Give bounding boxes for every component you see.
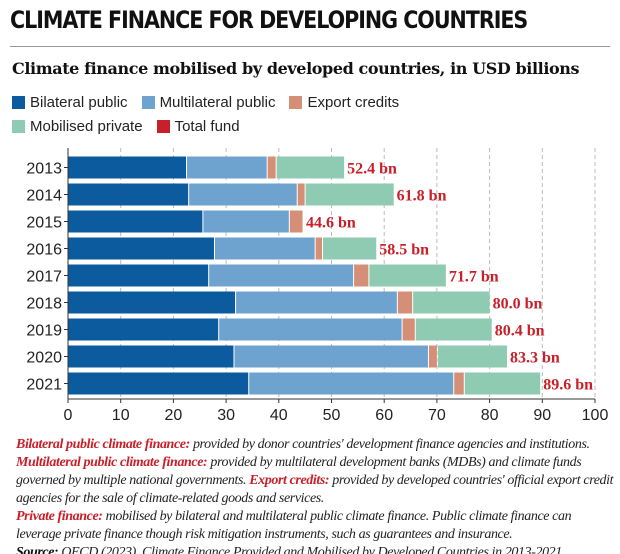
legend-swatch [12, 120, 25, 133]
bar-export-credits [267, 156, 276, 179]
legend-label: Bilateral public [30, 94, 128, 111]
bar-bilateral-public [68, 183, 189, 206]
total-label: 89.6 bn [543, 377, 593, 394]
legend-bilateral: Bilateral public [12, 94, 128, 111]
footnotes: Bilateral public climate finance: provid… [16, 436, 616, 554]
note-text-bilateral: provided by donor countries' development… [189, 437, 590, 452]
bar-bilateral-public [68, 156, 187, 179]
legend-label: Multilateral public [159, 94, 276, 111]
y-tick-label: 2021 [26, 377, 62, 394]
bar-mobilised-private [305, 183, 394, 206]
x-tick-label: 100 [582, 407, 609, 424]
stacked-bar-chart: 0 10 20 30 40 50 60 70 80 90 100 2013 52.4 bn 2014 61.… [26, 148, 609, 424]
x-tick-label: 50 [323, 407, 341, 424]
bar-bilateral-public [68, 237, 214, 260]
y-tick-label: 2015 [26, 215, 62, 232]
source-text: OECD (2023), Climate Finance Provided an… [58, 545, 565, 554]
title-divider [10, 46, 610, 47]
legend-label: Total fund [174, 118, 240, 135]
bar-multilateral-public [203, 210, 289, 233]
bar-export-credits [315, 237, 323, 260]
bar-mobilised-private [415, 318, 492, 341]
x-tick-label: 70 [428, 407, 446, 424]
legend-swatch [289, 96, 303, 109]
bar-mobilised-private [413, 291, 490, 314]
bar-mobilised-private [464, 372, 541, 395]
legend-multilateral: Multilateral public [141, 94, 276, 111]
legend-swatch [156, 120, 170, 133]
x-tick-label: 20 [165, 407, 183, 424]
bar-export-credits [402, 318, 415, 341]
x-tick-label: 10 [112, 407, 130, 424]
total-label: 80.4 bn [495, 323, 545, 340]
bar-mobilised-private [276, 156, 345, 179]
bar-export-credits [289, 210, 303, 233]
bar-multilateral-public [214, 237, 315, 260]
legend-total: Total fund [156, 118, 240, 135]
total-label: 44.6 bn [306, 215, 356, 232]
legend-label: Mobilised private [30, 118, 143, 135]
legend-swatch [12, 96, 25, 109]
total-label: 83.3 bn [510, 350, 560, 367]
bar-export-credits [354, 264, 369, 287]
total-label: 52.4 bn [347, 161, 397, 178]
bar-bilateral-public [68, 372, 249, 395]
bar-multilateral-public [234, 345, 428, 368]
y-tick-label: 2019 [26, 323, 62, 340]
bar-multilateral-public [189, 183, 297, 206]
bar-export-credits [297, 183, 305, 206]
legend-row-1: Bilateral public Multilateral public Exp… [12, 94, 399, 111]
bar-multilateral-public [236, 291, 397, 314]
y-tick-label: 2020 [26, 350, 62, 367]
bar-multilateral-public [219, 318, 402, 341]
bar-export-credits [454, 372, 464, 395]
bar-mobilised-private [369, 264, 446, 287]
x-tick-label: 60 [375, 407, 393, 424]
bar-multilateral-public [187, 156, 267, 179]
page-title: CLIMATE FINANCE FOR DEVELOPING COUNTRIES [10, 6, 528, 34]
bar-export-credits [428, 345, 437, 368]
y-tick-label: 2018 [26, 296, 62, 313]
y-tick-label: 2014 [26, 188, 62, 205]
legend-private: Mobilised private [12, 118, 143, 135]
y-tick-label: 2013 [26, 161, 62, 178]
total-label: 61.8 bn [397, 188, 447, 205]
note-text-export: provided by developed countries' officia… [16, 473, 614, 506]
legend-export: Export credits [289, 94, 399, 111]
note-key-bilateral: Bilateral public climate finance: [16, 437, 190, 452]
x-tick-label: 90 [533, 407, 551, 424]
legend-row-2: Mobilised private Total fund [12, 118, 240, 135]
x-tick-label: 80 [481, 407, 499, 424]
note-text-multilateral: provided by multilateral development ban… [16, 455, 582, 488]
note-key-export: Export credits: [249, 473, 330, 488]
total-label: 71.7 bn [449, 269, 499, 286]
legend-label: Export credits [307, 94, 400, 111]
total-label: 80.0 bn [493, 296, 543, 313]
bar-multilateral-public [249, 372, 454, 395]
x-tick-label: 40 [270, 407, 288, 424]
bar-mobilised-private [323, 237, 377, 260]
source-key: Source: [16, 545, 59, 554]
note-text-private: mobilised by bilateral and multilateral … [16, 509, 572, 542]
bar-bilateral-public [68, 210, 203, 233]
bar-bilateral-public [68, 291, 236, 314]
legend-swatch [141, 96, 155, 109]
y-tick-label: 2016 [26, 242, 62, 259]
x-tick-label: 0 [64, 407, 73, 424]
bar-bilateral-public [68, 264, 209, 287]
note-key-private: Private finance: [16, 509, 103, 524]
total-label: 58.5 bn [379, 242, 429, 259]
bar-multilateral-public [209, 264, 354, 287]
x-tick-label: 30 [217, 407, 235, 424]
y-tick-label: 2017 [26, 269, 62, 286]
chart-subtitle: Climate finance mobilised by developed c… [12, 59, 580, 78]
note-key-multilateral: Multilateral public climate finance: [16, 455, 208, 470]
bar-bilateral-public [68, 318, 219, 341]
bar-bilateral-public [68, 345, 234, 368]
bar-export-credits [397, 291, 413, 314]
bar-mobilised-private [437, 345, 507, 368]
